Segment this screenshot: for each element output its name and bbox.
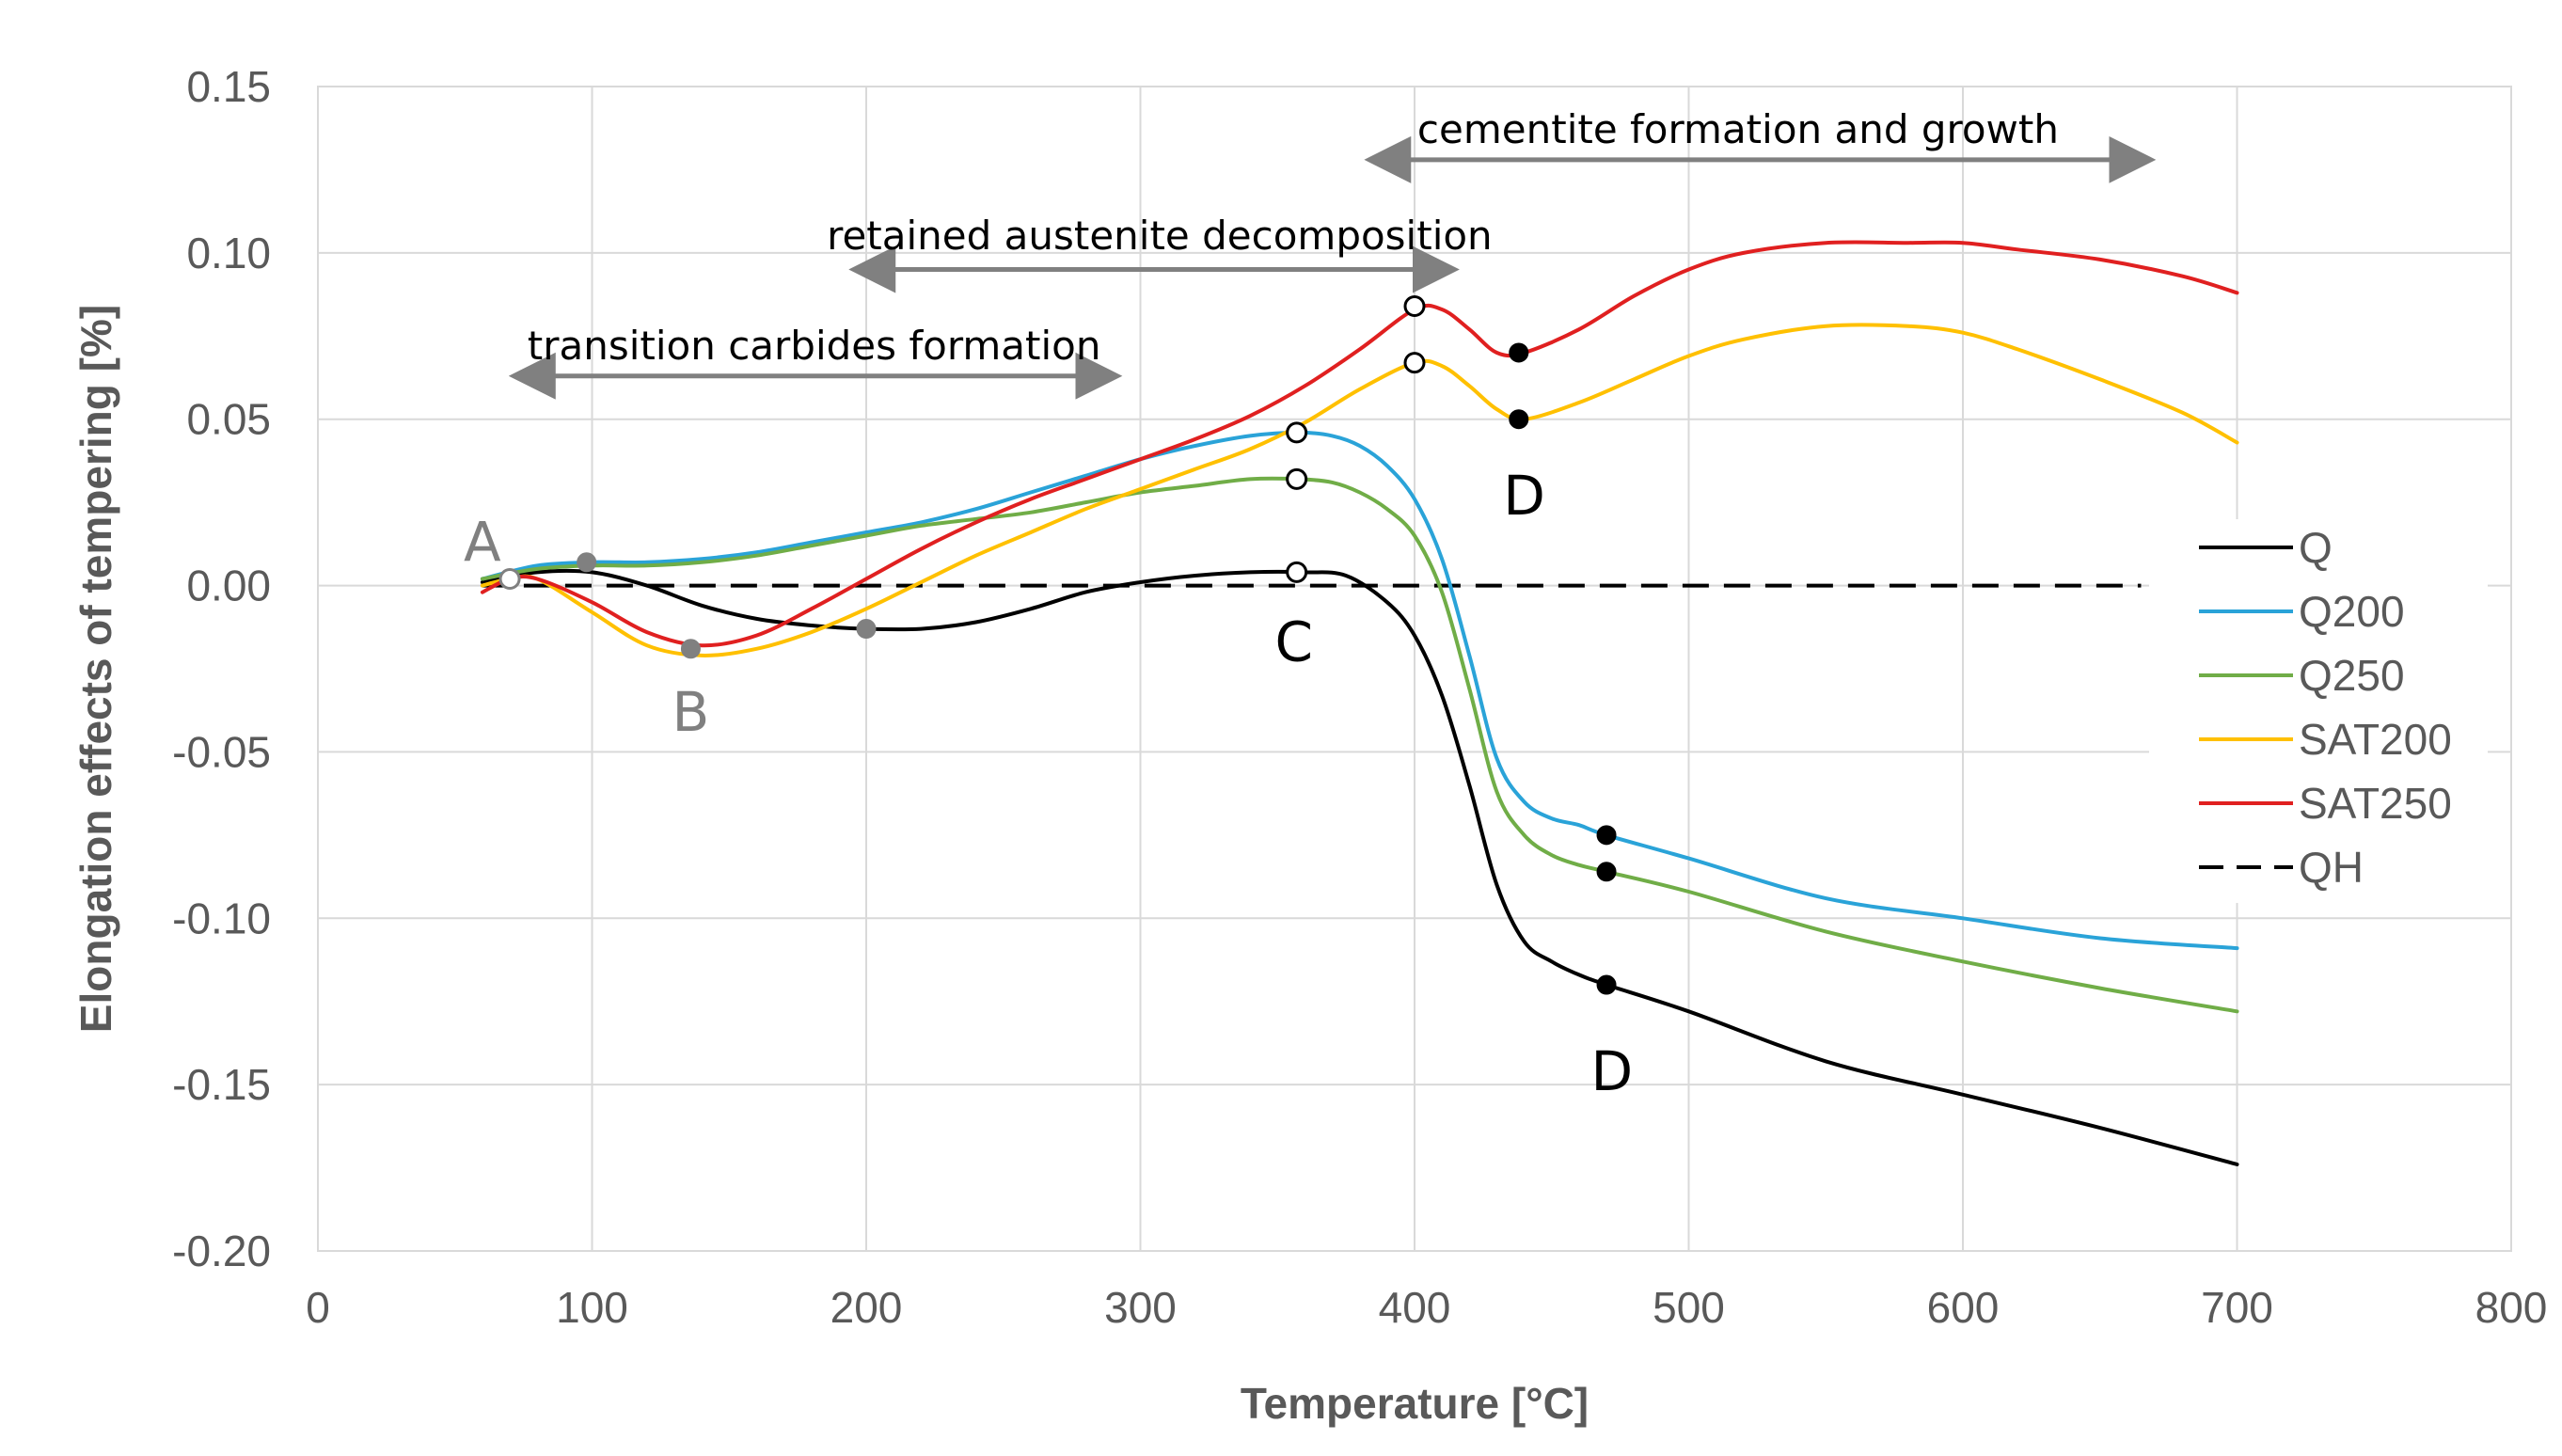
x-tick-label: 800 bbox=[2475, 1283, 2548, 1332]
marker-filled bbox=[680, 639, 701, 659]
y-tick-label: -0.15 bbox=[172, 1060, 271, 1109]
legend-label-sat250: SAT250 bbox=[2299, 779, 2452, 828]
marker-filled bbox=[856, 619, 877, 640]
point-label-c: C bbox=[1274, 610, 1313, 674]
y-tick-label: 0.10 bbox=[186, 229, 271, 277]
point-label-d: D bbox=[1503, 464, 1545, 528]
y-tick-label: -0.05 bbox=[172, 727, 271, 776]
x-tick-label: 100 bbox=[556, 1283, 628, 1332]
series-line-sat200 bbox=[480, 323, 2239, 657]
series-line-q200 bbox=[480, 430, 2239, 951]
marker-filled bbox=[1596, 862, 1617, 882]
marker-open bbox=[1403, 294, 1426, 317]
x-axis-title: Temperature [°C] bbox=[1241, 1379, 1589, 1428]
marker-filled bbox=[1596, 974, 1617, 995]
x-tick-label: 200 bbox=[830, 1283, 903, 1332]
series-line-sat250 bbox=[480, 240, 2239, 648]
point-label-d: D bbox=[1591, 1039, 1634, 1103]
x-tick-label: 400 bbox=[1379, 1283, 1451, 1332]
legend-background bbox=[2149, 519, 2488, 903]
legend-label-q250: Q250 bbox=[2299, 651, 2405, 700]
marker-open bbox=[498, 567, 521, 590]
y-tick-label: -0.20 bbox=[172, 1227, 271, 1275]
series-layer bbox=[480, 240, 2239, 1166]
range-annotation-label: cementite formation and growth bbox=[1417, 106, 2059, 152]
series-line-q250 bbox=[480, 476, 2239, 1014]
point-label-a: A bbox=[464, 511, 501, 575]
marker-filled bbox=[1596, 825, 1617, 846]
tick-layer: 0 100 200 300 400 500 600 700 800 0.15 0.10 0.05 0.0… bbox=[172, 62, 2547, 1332]
x-tick-label: 300 bbox=[1104, 1283, 1177, 1332]
legend-label-q: Q bbox=[2299, 523, 2333, 572]
legend-label-qh: QH bbox=[2299, 843, 2364, 892]
legend-label-q200: Q200 bbox=[2299, 587, 2405, 636]
range-annotation-label: transition carbides formation bbox=[528, 323, 1101, 369]
y-tick-label: 0.15 bbox=[186, 62, 271, 111]
y-axis-title: Elongation effects of tempering [%] bbox=[71, 305, 120, 1033]
marker-filled bbox=[577, 552, 597, 573]
point-label-b: B bbox=[672, 680, 710, 744]
x-tick-label: 700 bbox=[2201, 1283, 2273, 1332]
marker-open bbox=[1286, 561, 1308, 583]
annotation-layer: transition carbides formation retained au… bbox=[464, 106, 2157, 1103]
series-line-q bbox=[480, 568, 2239, 1166]
y-tick-label: 0.05 bbox=[186, 395, 271, 444]
marker-open bbox=[1286, 467, 1308, 490]
y-tick-label: 0.00 bbox=[186, 562, 271, 610]
legend: Q Q200 Q250 SAT200 SAT250 QH bbox=[2149, 519, 2488, 903]
x-tick-label: 600 bbox=[1927, 1283, 2000, 1332]
marker-open bbox=[1286, 421, 1308, 444]
marker-filled bbox=[1509, 342, 1529, 363]
marker-filled bbox=[1509, 409, 1529, 430]
marker-open bbox=[1403, 352, 1426, 374]
x-tick-label: 500 bbox=[1653, 1283, 1725, 1332]
marker-layer bbox=[498, 294, 1617, 995]
legend-label-sat200: SAT200 bbox=[2299, 715, 2452, 764]
y-tick-label: -0.10 bbox=[172, 894, 271, 942]
range-annotation-label: retained austenite decomposition bbox=[827, 213, 1493, 259]
x-tick-label: 0 bbox=[306, 1283, 330, 1332]
